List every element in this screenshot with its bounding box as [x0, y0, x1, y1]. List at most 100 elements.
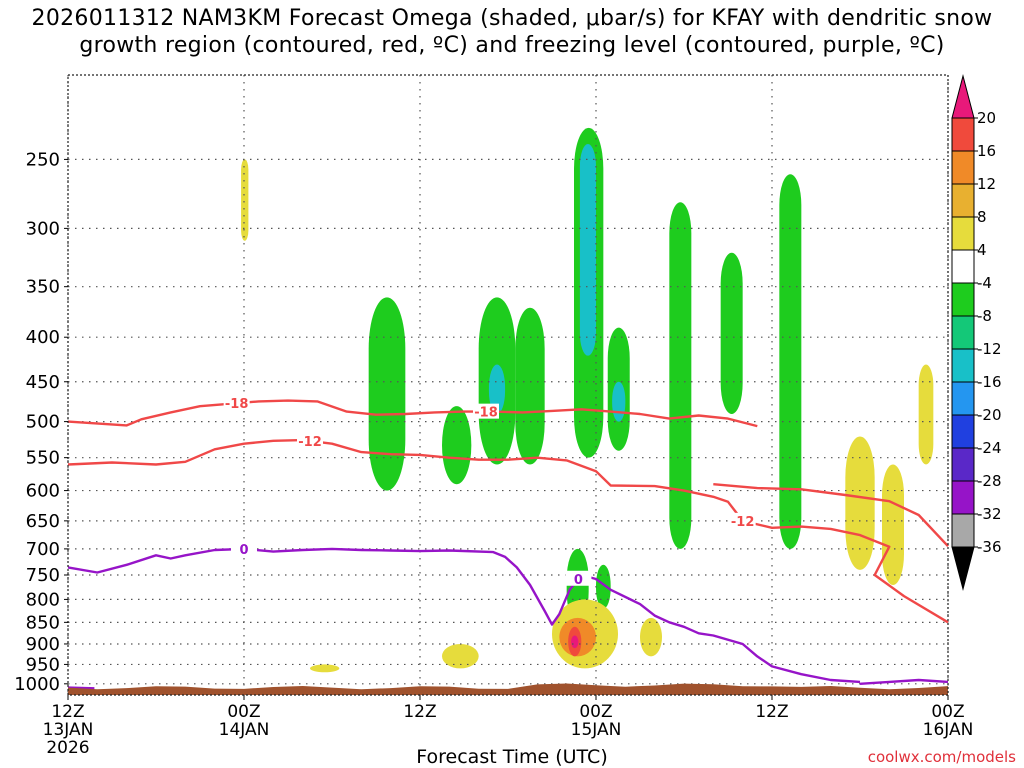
- colorbar-bin-8: [951, 348, 975, 383]
- contour-label-bg-1: [473, 403, 499, 419]
- colorbar-bin-6: [951, 282, 975, 317]
- colorbar-bin-4: [951, 216, 975, 251]
- contour-label-bg-0: [223, 395, 250, 411]
- omega-region-yellow-low-s: [310, 664, 340, 673]
- contour-label-4: 0: [239, 543, 248, 558]
- colorbar: 20 16 12 8 4 -4 -8 -12 -16 -20 -24 -28 -32 -36: [951, 74, 1002, 591]
- y-tick-label-900: 900: [26, 634, 60, 655]
- contour-label-2: -12: [298, 435, 322, 450]
- omega-region-green-column-h: [720, 252, 743, 414]
- colorbar-bin-2: [951, 150, 975, 185]
- x-tick-label-1-l1: 00Z: [227, 702, 260, 722]
- colorbar-arrow-bottom: [951, 546, 975, 591]
- colorbar-label-6: -8: [977, 307, 992, 325]
- y-tick-label-250: 250: [26, 149, 60, 170]
- x-tick-label-2-l1: 12Z: [403, 702, 436, 722]
- omega-region-yellow-column-o: [918, 364, 934, 465]
- x-tick-label-5-l1: 00Z: [931, 702, 964, 722]
- colorbar-label-1: 16: [977, 142, 996, 160]
- contour-label-1: -18: [474, 406, 498, 421]
- terrain-ground: [68, 683, 948, 695]
- colorbar-label-9: -20: [977, 406, 1002, 424]
- credit-link[interactable]: coolwx.com/models: [867, 748, 1016, 766]
- contour-dgz-minus18: [67, 399, 758, 428]
- omega-region-green-column-g: [669, 202, 692, 549]
- y-tick-label-1000: 1000: [14, 674, 60, 695]
- contour-label-bg-2: [297, 432, 323, 448]
- colorbar-bin-13: [951, 513, 975, 548]
- omega-region-cyan-core-f: [612, 381, 626, 422]
- x-axis-title: Forecast Time (UTC): [416, 746, 608, 768]
- omega-region-green-column-b: [442, 406, 472, 485]
- x-tick-label-1-l2: 14JAN: [219, 720, 270, 740]
- y-tick-label-350: 350: [26, 277, 60, 298]
- colorbar-bin-3: [951, 183, 975, 218]
- contour-label-bg-3: [729, 512, 756, 528]
- x-tick-label-4-l1: 12Z: [755, 702, 788, 722]
- y-tick-label-950: 950: [26, 654, 60, 675]
- chart-title-line-1: 2026011312 NAM3KM Forecast Omega (shaded…: [31, 6, 993, 31]
- y-tick-label-450: 450: [26, 372, 60, 393]
- colorbar-label-4: 4: [977, 241, 987, 259]
- y-tick-label-550: 550: [26, 448, 60, 469]
- y-tick-label-500: 500: [26, 412, 60, 433]
- omega-region-green-column-i: [779, 174, 802, 549]
- contour-freezing-level-left-stub: [67, 686, 95, 690]
- colorbar-label-0: 20: [977, 109, 996, 127]
- y-tick-label-800: 800: [26, 589, 60, 610]
- contour-label-5: 0: [574, 573, 583, 588]
- colorbar-label-11: -28: [977, 472, 1002, 490]
- y-tick-label-850: 850: [26, 612, 60, 633]
- contour-label-bg-5: [565, 570, 592, 586]
- colorbar-bin-11: [951, 447, 975, 482]
- omega-region-yellow-column-n: [882, 464, 904, 585]
- colorbar-label-8: -16: [977, 373, 1002, 391]
- colorbar-label-5: -4: [977, 274, 992, 292]
- colorbar-bin-12: [951, 480, 975, 515]
- omega-region-green-low-k: [596, 564, 611, 609]
- y-tick-label-400: 400: [26, 327, 60, 348]
- omega-region-cyan-core-e: [579, 143, 596, 356]
- omega-region-yellow-upper-l: [241, 159, 249, 241]
- contour-dgz-minus12: [67, 438, 949, 624]
- omega-region-yellow-column-m: [845, 436, 875, 570]
- colorbar-label-3: 8: [977, 208, 987, 226]
- y-tick-label-650: 650: [26, 511, 60, 532]
- colorbar-bin-9: [951, 381, 975, 416]
- y-tick-label-600: 600: [26, 481, 60, 502]
- colorbar-bin-1: [951, 117, 975, 152]
- x-tick-label-3-l2: 15JAN: [571, 720, 622, 740]
- y-tick-label-750: 750: [26, 565, 60, 586]
- colorbar-label-2: 12: [977, 175, 996, 193]
- chart-title-line-2: growth region (contoured, red, ºC) and f…: [79, 33, 945, 58]
- x-tick-label-0-l1: 12Z: [51, 702, 84, 722]
- omega-region-yellow-low-q: [442, 643, 479, 669]
- x-tick-label-0-l3: 2026: [46, 738, 89, 758]
- omega-shading: [241, 127, 934, 673]
- colorbar-label-12: -32: [977, 505, 1002, 523]
- contour-label-bg-4: [231, 540, 257, 556]
- contour-dgz-upper-right: [713, 483, 949, 548]
- axes: 2503003504004505005506006507007508008509…: [14, 74, 974, 758]
- contour-freezing-level-right: [859, 678, 949, 685]
- colorbar-bin-10: [951, 414, 975, 449]
- colorbar-label-10: -24: [977, 439, 1002, 457]
- omega-region-green-column-upper-a: [368, 297, 406, 491]
- plot-frame: [67, 74, 949, 696]
- temperature-contours: -18 -18 -12 -12 0 0: [67, 395, 949, 690]
- x-tick-label-3-l1: 00Z: [579, 702, 612, 722]
- x-tick-label-5-l2: 16JAN: [923, 720, 974, 740]
- terrain: [68, 683, 948, 695]
- omega-region-magenta-core-p: [571, 635, 579, 649]
- colorbar-bin-5: [951, 249, 975, 284]
- colorbar-label-7: -12: [977, 340, 1002, 358]
- contour-freezing-level: [67, 547, 861, 684]
- omega-region-cyan-core-c: [488, 364, 506, 414]
- omega-region-green-column-d: [515, 307, 545, 465]
- omega-region-yellow-low-r: [640, 617, 662, 657]
- colorbar-label-13: -36: [977, 538, 1002, 556]
- contour-label-3: -12: [731, 515, 755, 530]
- x-tick-label-0-l2: 13JAN: [43, 720, 94, 740]
